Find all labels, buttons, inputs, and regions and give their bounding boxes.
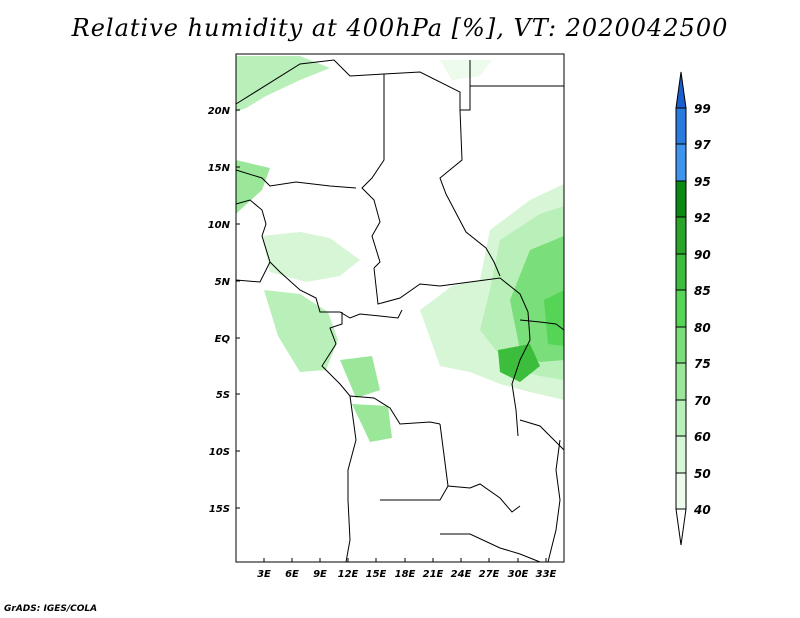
rh-patch-angola-north — [352, 404, 392, 442]
svg-text:6E: 6E — [285, 569, 299, 580]
rh-patch-north-west — [236, 56, 330, 112]
x-tick-33e: 33E — [536, 558, 557, 580]
svg-text:10N: 10N — [208, 220, 231, 231]
colorbar-top-arrow — [675, 71, 687, 109]
colorbar-segment-75-80 — [675, 326, 687, 364]
colorbar-segment-92-95 — [675, 180, 687, 218]
svg-text:9E: 9E — [313, 569, 327, 580]
svg-text:20N: 20N — [208, 106, 231, 117]
x-tick-24e: 24E — [451, 558, 472, 580]
svg-text:33E: 33E — [536, 569, 557, 580]
y-tick-20n: 20N — [208, 106, 240, 117]
x-axis: 3E 6E 9E 12E 15E 18E 21E 24E 27E 30E 33E — [257, 558, 557, 580]
colorbar-label-50: 50 — [694, 467, 711, 481]
colorbar-label-75: 75 — [694, 357, 711, 371]
colorbar-label-99: 99 — [694, 102, 711, 116]
x-tick-21e: 21E — [423, 558, 444, 580]
country-borders — [235, 59, 565, 563]
x-tick-30e: 30E — [508, 558, 529, 580]
colorbar-segment-95-97 — [675, 143, 687, 182]
svg-text:12E: 12E — [338, 569, 359, 580]
colorbar-segment-90-92 — [675, 216, 687, 255]
x-tick-12e: 12E — [338, 558, 359, 580]
colorbar-segment-40-50 — [675, 472, 687, 510]
x-tick-6e: 6E — [285, 558, 299, 580]
svg-text:27E: 27E — [479, 569, 500, 580]
y-axis: 20N 15N 10N 5N EQ 5S 10S 15S — [208, 106, 240, 515]
svg-text:5S: 5S — [216, 390, 230, 401]
map-frame — [235, 53, 565, 563]
rh-patch-west-15n — [236, 160, 270, 214]
svg-text:10S: 10S — [209, 447, 230, 458]
colorbar-label-60: 60 — [694, 430, 711, 444]
svg-text:3E: 3E — [257, 569, 271, 580]
chart-title: Relative humidity at 400hPa [%], VT: 202… — [71, 14, 729, 42]
colorbar-segment-70-75 — [675, 362, 687, 401]
x-tick-9e: 9E — [313, 558, 327, 580]
colorbar-segment-50-60 — [675, 435, 687, 474]
y-tick-15n: 15N — [208, 163, 240, 174]
y-tick-5n: 5N — [215, 277, 240, 288]
y-tick-eq: EQ — [215, 334, 240, 345]
colorbar-label-95: 95 — [694, 175, 711, 189]
colorbar-label-40: 40 — [693, 503, 711, 517]
svg-text:15N: 15N — [208, 163, 231, 174]
colorbar-label-70: 70 — [694, 394, 711, 408]
y-tick-10s: 10S — [209, 447, 240, 458]
colorbar-segment-97-99 — [675, 107, 687, 145]
colorbar-label-92: 92 — [694, 211, 711, 225]
x-tick-3e: 3E — [257, 558, 271, 580]
rh-patch-congo-coast — [340, 356, 380, 398]
rh-patch-west-africa — [262, 232, 360, 282]
grads-credit: GrADS: IGES/COLA — [4, 604, 98, 614]
svg-text:15E: 15E — [366, 569, 387, 580]
x-tick-27e: 27E — [479, 558, 500, 580]
colorbar-label-90: 90 — [694, 248, 711, 262]
x-tick-15e: 15E — [366, 558, 387, 580]
y-tick-5s: 5S — [216, 390, 240, 401]
rh-patch-lake-victoria — [544, 290, 564, 346]
colorbar-label-97: 97 — [694, 138, 711, 152]
colorbar-segment-85-90 — [675, 253, 687, 291]
svg-text:5N: 5N — [215, 277, 231, 288]
colorbar-segment-80-85 — [675, 289, 687, 328]
rh-patch-north-east — [440, 60, 492, 80]
svg-text:30E: 30E — [508, 569, 529, 580]
colorbar-label-85: 85 — [694, 284, 711, 298]
svg-text:21E: 21E — [423, 569, 444, 580]
colorbar-bottom-arrow — [675, 508, 687, 546]
x-tick-18e: 18E — [395, 558, 416, 580]
colorbar: 99 97 95 92 90 85 80 75 70 60 50 40 — [675, 71, 711, 546]
map-panel — [235, 53, 565, 563]
svg-text:24E: 24E — [451, 569, 472, 580]
colorbar-segment-60-70 — [675, 399, 687, 437]
svg-text:15S: 15S — [209, 504, 230, 515]
y-tick-10n: 10N — [208, 220, 240, 231]
svg-text:18E: 18E — [395, 569, 416, 580]
svg-text:EQ: EQ — [215, 334, 231, 345]
colorbar-label-80: 80 — [694, 321, 711, 335]
y-tick-15s: 15S — [209, 504, 240, 515]
